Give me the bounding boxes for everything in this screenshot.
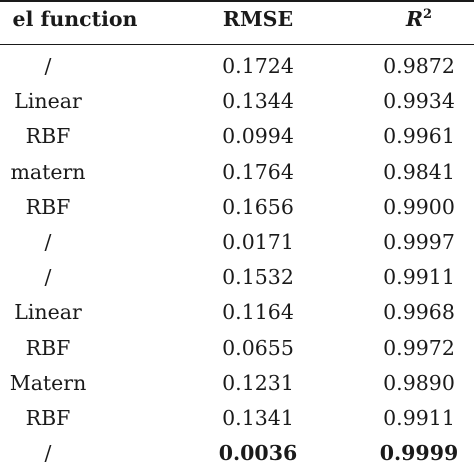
- cell-function: /: [44, 441, 52, 466]
- cell-rmse: 0.0655: [222, 335, 294, 360]
- cell-r2: 0.9934: [383, 89, 455, 114]
- cell-r2: 0.9961: [383, 124, 455, 149]
- header-r2: R2: [406, 7, 432, 31]
- header-rmse: RMSE: [222, 7, 294, 31]
- cell-rmse: 0.1764: [222, 159, 294, 184]
- cell-r2: 0.9900: [383, 194, 455, 219]
- cell-rmse: 0.1656: [222, 194, 294, 219]
- cell-rmse: 0.1231: [222, 370, 294, 395]
- cell-function: RBF: [25, 406, 71, 430]
- cell-r2: 0.9968: [383, 300, 455, 325]
- cell-function: Linear: [14, 89, 82, 114]
- cell-rmse: 0.1532: [222, 265, 294, 290]
- header-kernel-function: el function: [12, 7, 138, 31]
- cell-rmse: 0.0994: [222, 124, 294, 149]
- cell-function: /: [44, 230, 52, 254]
- cell-rmse: 0.1341: [222, 406, 294, 430]
- cell-function: Matern: [9, 370, 87, 395]
- cell-function: /: [44, 54, 52, 78]
- cell-r2: 0.9997: [383, 230, 455, 254]
- cell-function: RBF: [25, 194, 71, 219]
- cell-function: /: [44, 265, 52, 290]
- cell-r2: 0.9911: [383, 265, 455, 290]
- cell-r2: 0.9890: [383, 370, 455, 395]
- cell-rmse: 0.1164: [222, 300, 294, 325]
- cell-rmse: 0.0036: [218, 441, 298, 466]
- table-top-rule: [0, 0, 474, 2]
- header-r2-sup: 2: [423, 7, 433, 22]
- header-r2-base: R: [405, 7, 423, 31]
- cell-function: Linear: [14, 300, 82, 325]
- cell-r2: 0.9841: [383, 159, 455, 184]
- cell-rmse: 0.1344: [222, 89, 294, 114]
- cell-function: RBF: [25, 124, 71, 149]
- cell-rmse: 0.0171: [222, 230, 294, 254]
- cell-rmse: 0.1724: [222, 54, 294, 78]
- cell-r2: 0.9999: [379, 441, 459, 466]
- table-header-rule: [0, 44, 474, 45]
- cell-r2: 0.9872: [383, 54, 455, 78]
- cell-function: matern: [10, 159, 86, 184]
- cell-r2: 0.9911: [383, 406, 455, 430]
- cell-function: RBF: [25, 335, 71, 360]
- cell-r2: 0.9972: [383, 335, 455, 360]
